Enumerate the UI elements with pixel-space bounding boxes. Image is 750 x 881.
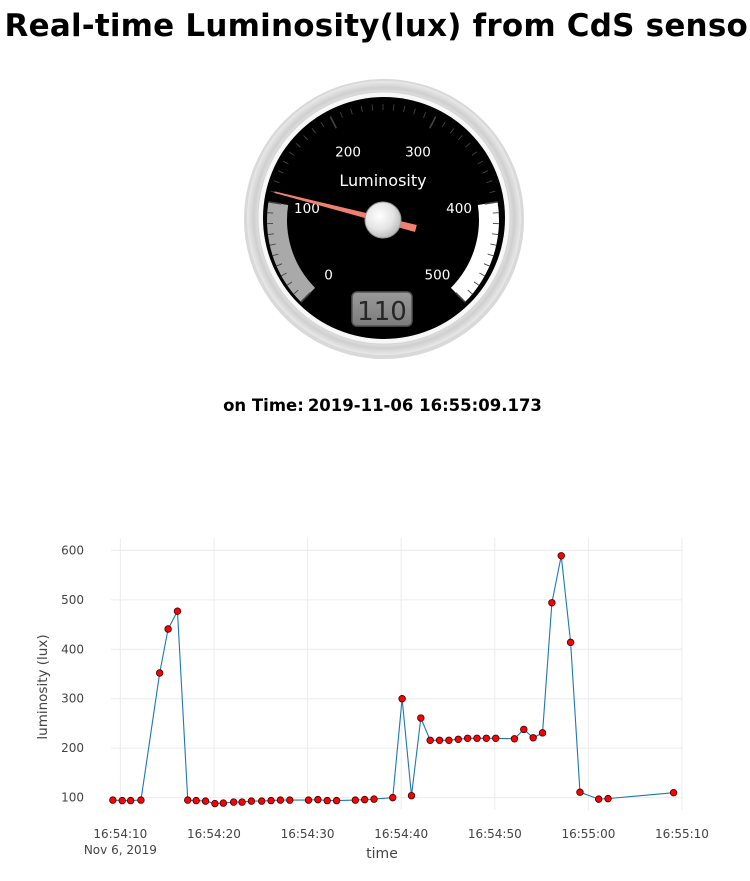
data-point <box>277 797 284 804</box>
data-point <box>605 795 612 802</box>
gauge-tick-label: 300 <box>405 144 431 160</box>
gauge-tick-label: 500 <box>425 267 451 283</box>
timestamp-value: 2019-11-06 16:55:09.173 <box>308 396 542 415</box>
data-point <box>138 797 145 804</box>
gauge-tick-label: 400 <box>446 201 472 217</box>
data-point <box>595 796 602 803</box>
timestamp-line: on Time:2019-11-06 16:55:09.173 <box>0 396 750 415</box>
gauge-tick-label: 0 <box>324 267 333 283</box>
data-point <box>577 789 584 796</box>
data-point <box>315 796 322 803</box>
gauge-hub <box>365 202 401 238</box>
data-point <box>156 670 163 677</box>
gauge-label: Luminosity <box>339 171 426 190</box>
x-axis-title: time <box>366 846 398 862</box>
data-point <box>474 735 481 742</box>
data-point <box>539 730 546 737</box>
data-point <box>258 798 265 805</box>
data-point <box>324 797 331 804</box>
gauge-minor-tick <box>393 105 394 111</box>
y-axis-title: luminosity (lux) <box>35 634 51 739</box>
data-point <box>174 608 181 615</box>
data-point <box>119 797 126 804</box>
data-point <box>286 797 293 804</box>
data-point <box>408 792 415 799</box>
data-point <box>464 735 471 742</box>
data-point <box>230 799 237 806</box>
data-point <box>483 735 490 742</box>
data-point <box>193 797 200 804</box>
data-point <box>670 789 677 796</box>
x-tick-date-label: Nov 6, 2019 <box>84 843 157 857</box>
data-point <box>446 737 453 744</box>
data-point <box>399 695 406 702</box>
x-tick-label: 16:55:00 <box>561 827 615 841</box>
x-tick-label: 16:54:50 <box>468 827 522 841</box>
page-title: Real-time Luminosity(lux) from CdS senso… <box>0 8 750 44</box>
x-tick-label: 16:54:20 <box>187 827 241 841</box>
series-line <box>113 556 674 804</box>
data-point <box>558 553 565 560</box>
y-tick-label: 300 <box>61 692 84 706</box>
data-point <box>521 726 528 733</box>
y-tick-label: 600 <box>61 543 84 557</box>
data-point <box>352 797 359 804</box>
y-tick-label: 100 <box>61 791 84 805</box>
data-point <box>418 715 425 722</box>
gauge-minor-tick <box>372 105 373 111</box>
x-tick-label: 16:54:40 <box>374 827 428 841</box>
data-point <box>361 796 368 803</box>
data-point <box>436 737 443 744</box>
data-point <box>110 797 117 804</box>
luminosity-chart: 100 200 300 400 500 600 16:54:10 Nov 6, 2019 16… <box>0 520 750 877</box>
data-point <box>530 734 537 741</box>
data-point <box>248 798 255 805</box>
data-point <box>305 797 312 804</box>
data-point <box>239 799 246 806</box>
gauge-readout-value: 110 <box>357 297 407 327</box>
data-point <box>268 797 275 804</box>
y-tick-label: 200 <box>61 741 84 755</box>
data-point <box>333 797 340 804</box>
data-point <box>455 736 462 743</box>
data-point <box>549 599 556 606</box>
data-point <box>220 800 227 807</box>
data-point <box>511 735 518 742</box>
data-point <box>492 735 499 742</box>
data-point <box>165 626 172 633</box>
data-point <box>127 797 134 804</box>
data-point <box>184 797 191 804</box>
chart-svg: 100 200 300 400 500 600 16:54:10 Nov 6, 2019 16… <box>0 520 750 877</box>
x-tick-label: 16:54:30 <box>281 827 335 841</box>
y-tick-label: 400 <box>61 642 84 656</box>
data-point <box>427 737 434 744</box>
timestamp-label: on Time: <box>223 396 304 415</box>
data-point <box>371 796 378 803</box>
gauge-tick-label: 200 <box>335 144 361 160</box>
x-tick-label: 16:54:10 <box>93 827 147 841</box>
x-tick-label: 16:55:10 <box>655 827 709 841</box>
y-tick-label: 500 <box>61 593 84 607</box>
data-point <box>567 639 574 646</box>
data-point <box>202 798 209 805</box>
data-point <box>389 794 396 801</box>
data-point <box>212 800 219 807</box>
